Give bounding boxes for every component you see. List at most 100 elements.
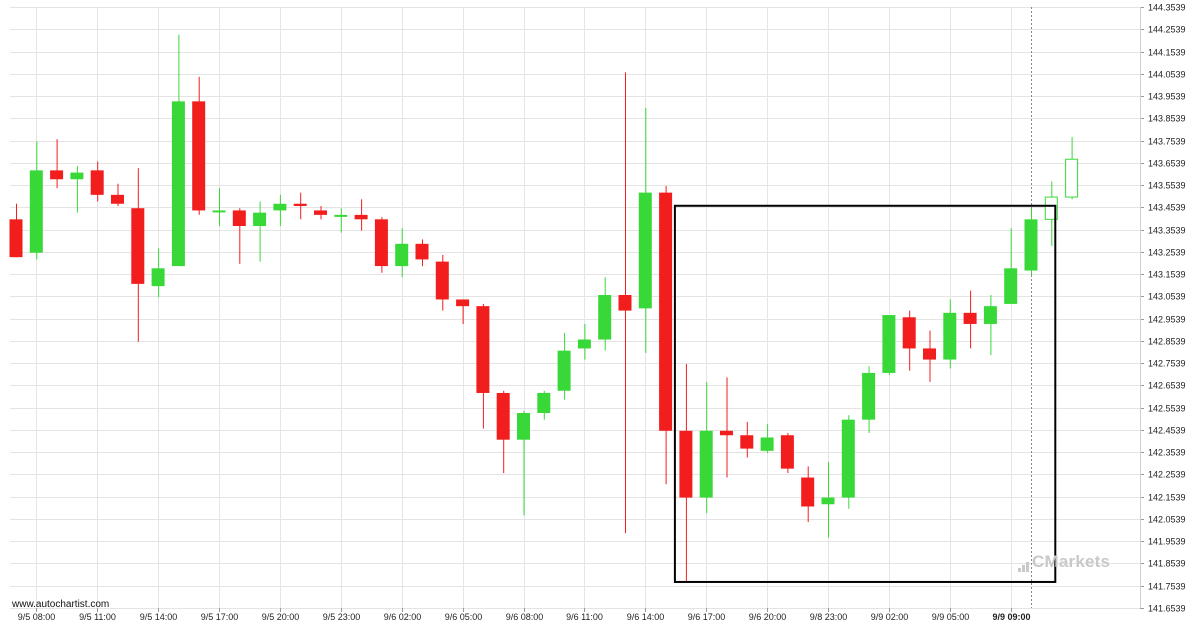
candle-body [456, 299, 470, 307]
credit-link[interactable]: www.autochartist.com [12, 599, 110, 610]
candle-body [334, 214, 348, 217]
candle-body [923, 348, 936, 360]
watermark-bars-icon [1018, 552, 1030, 572]
candle-body [557, 350, 571, 391]
y-tick-label: 142.4539 [1148, 426, 1186, 436]
candle-body [273, 203, 287, 211]
x-tick-label: 9/6 02:00 [384, 612, 422, 622]
y-tick-label: 143.3539 [1148, 226, 1186, 236]
candle-body [740, 435, 754, 449]
candle-body [801, 477, 815, 507]
y-tick-label: 141.6539 [1148, 604, 1186, 614]
x-tick-label: 9/9 02:00 [871, 612, 909, 622]
candle-body [618, 295, 632, 311]
candle-body [1024, 219, 1038, 271]
candle-body [577, 339, 591, 349]
candle-body-hollow [1065, 158, 1079, 198]
y-tick-label: 142.2539 [1148, 470, 1186, 480]
candle-body [537, 392, 551, 413]
candle-body [679, 430, 693, 498]
x-tick-label: 9/5 20:00 [262, 612, 300, 622]
y-tick-label: 142.0539 [1148, 515, 1186, 525]
candle-body [943, 312, 957, 360]
candle-body [1004, 268, 1018, 304]
y-tick-label: 143.2539 [1148, 248, 1186, 258]
y-tick-label: 142.5539 [1148, 404, 1186, 414]
x-tick-label: 9/8 23:00 [810, 612, 848, 622]
candle-body [638, 192, 652, 309]
candle-body [983, 306, 997, 324]
candle-body [212, 210, 226, 213]
candle-body [293, 203, 307, 206]
candle-body [131, 208, 145, 284]
candle-body [496, 392, 510, 440]
y-tick-label: 143.4539 [1148, 203, 1186, 213]
x-tick-label: 9/5 17:00 [201, 612, 239, 622]
x-tick-label: 9/6 17:00 [688, 612, 726, 622]
candle-body [9, 219, 23, 258]
y-tick-label: 144.0539 [1148, 70, 1186, 80]
candle-body [902, 317, 916, 349]
candle-body [415, 243, 429, 260]
candle-body [821, 497, 835, 505]
candle-body [963, 312, 977, 324]
x-tick-label: 9/9 05:00 [932, 612, 970, 622]
y-tick-label: 142.1539 [1148, 493, 1186, 503]
y-tick-label: 143.8539 [1148, 114, 1186, 124]
y-tick-label: 144.2539 [1148, 25, 1186, 35]
y-tick-label: 144.3539 [1148, 3, 1186, 13]
y-tick-label: 143.0539 [1148, 292, 1186, 302]
candle-body [151, 268, 165, 287]
x-axis: 9/5 08:00 9/5 11:00 9/5 14:00 9/5 17:00 9/5 … [18, 608, 1031, 622]
y-tick-label: 142.7539 [1148, 359, 1186, 369]
y-tick-label: 143.9539 [1148, 92, 1186, 102]
candle-body [720, 430, 733, 436]
candle-body [253, 212, 267, 227]
y-tick-label: 143.1539 [1148, 270, 1186, 280]
candle-body [476, 306, 490, 393]
y-tick-label: 143.7539 [1148, 137, 1186, 147]
y-tick-label: 142.9539 [1148, 315, 1186, 325]
candle-body [90, 170, 104, 195]
x-tick-label: 9/6 11:00 [566, 612, 603, 622]
candle-body [841, 419, 855, 498]
candle-body [232, 210, 246, 227]
pattern-box [673, 204, 1057, 583]
candle-body [598, 295, 612, 340]
candle-body [314, 210, 327, 215]
candle-body [111, 194, 124, 204]
candle-body [29, 170, 43, 253]
watermark-c: C [1032, 552, 1045, 571]
y-tick-label: 143.5539 [1148, 181, 1186, 191]
y-axis: 144.3539 144.2539 144.1539 144.0539 143.9539… [1140, 3, 1186, 614]
x-tick-label: 9/5 08:00 [18, 612, 56, 622]
watermark-logo: CMarkets [1018, 552, 1110, 572]
watermark-text: Markets [1044, 552, 1111, 571]
x-tick-label: 9/5 11:00 [79, 612, 116, 622]
candle-body [50, 170, 64, 180]
y-tick-label: 142.6539 [1148, 381, 1186, 391]
x-tick-label: 9/5 14:00 [140, 612, 178, 622]
x-tick-label: 9/6 20:00 [749, 612, 787, 622]
candle-body [659, 192, 673, 431]
y-tick-label: 141.9539 [1148, 537, 1186, 547]
candle-body [374, 219, 388, 267]
pattern-rectangle [673, 204, 1057, 583]
x-tick-label: 9/6 05:00 [445, 612, 483, 622]
y-tick-label: 142.8539 [1148, 337, 1186, 347]
candle-body [780, 435, 794, 469]
candle-body [760, 437, 774, 451]
x-tick-label: 9/6 08:00 [506, 612, 544, 622]
candle-body [435, 261, 449, 300]
candles [9, 34, 1079, 583]
candle-body [192, 101, 206, 211]
x-tick-label: 9/6 14:00 [627, 612, 665, 622]
candle-body [171, 101, 185, 267]
candle-body [395, 243, 409, 267]
candle-body [862, 372, 876, 420]
x-tick-label: 9/5 23:00 [323, 612, 361, 622]
candle-body [882, 315, 896, 373]
x-tick-label: 9/9 09:00 [992, 612, 1030, 622]
y-tick-label: 141.7539 [1148, 582, 1186, 592]
